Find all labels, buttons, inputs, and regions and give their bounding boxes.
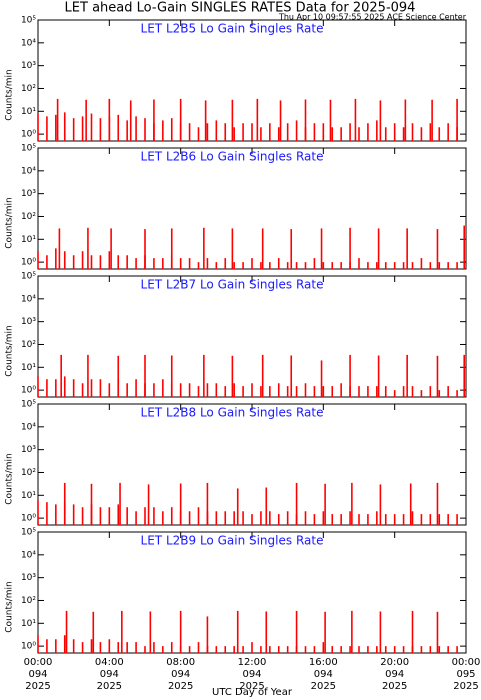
y-tick-label: 10⁰ [21,642,36,652]
y-tick-label: 10⁴ [21,294,36,304]
y-tick-label: 10¹ [21,619,36,629]
y-tick-label: 10³ [21,445,36,455]
x-tick-label: 08:00 [166,657,195,668]
panel-title: LET L2B8 Lo Gain Singles Rate [141,406,324,420]
y-tick-label: 10¹ [21,235,36,245]
x-tick-sublabel: 2025 [239,681,264,692]
y-tick-label: 10⁴ [21,422,36,432]
y-tick-label: 10³ [21,61,36,71]
plot-frame [37,275,467,398]
y-tick-label: 10⁰ [21,514,36,524]
y-tick-label: 10⁵ [21,144,36,154]
plot-frame [37,19,467,142]
y-tick-label: 10² [21,340,36,350]
y-tick-label: 10⁵ [21,400,36,410]
y-tick-label: 10¹ [21,107,36,117]
y-tick-label: 10¹ [21,363,36,373]
subtitle: Thu Apr 10 09:57:55 2025 ACE Science Cen… [278,13,467,22]
x-tick-sublabel: 2025 [168,681,193,692]
x-tick-sublabel: 094 [100,669,119,680]
y-axis-label: Counts/min [5,197,15,248]
y-tick-label: 10⁴ [21,38,36,48]
y-tick-label: 10² [21,84,36,94]
x-tick-label: 00:00 [24,657,53,668]
x-tick-sublabel: 094 [242,669,261,680]
x-tick-label: 20:00 [380,657,409,668]
chart-title: LET ahead Lo-Gain SINGLES RATES Data for… [65,1,416,16]
y-tick-label: 10³ [21,573,36,583]
plot-frame [37,531,467,654]
x-tick-sublabel: 095 [456,669,475,680]
panel-title: LET L2B5 Lo Gain Singles Rate [141,22,324,36]
x-tick-sublabel: 2025 [311,681,336,692]
y-tick-label: 10² [21,468,36,478]
x-tick-sublabel: 2025 [25,681,50,692]
y-axis-label: Counts/min [5,69,15,120]
plot-frame [37,403,467,526]
y-tick-label: 10³ [21,189,36,199]
x-tick-sublabel: 094 [385,669,404,680]
y-tick-label: 10² [21,212,36,222]
y-tick-label: 10² [21,596,36,606]
x-tick-sublabel: 2025 [382,681,407,692]
y-tick-label: 10⁰ [21,258,36,268]
y-axis-label: Counts/min [5,453,15,504]
x-tick-label: 12:00 [238,657,267,668]
y-tick-label: 10³ [21,317,36,327]
panel-title: LET L2B9 Lo Gain Singles Rate [141,534,324,548]
y-tick-label: 10⁰ [21,386,36,396]
y-axis-label: Counts/min [5,325,15,376]
panel-title: LET L2B7 Lo Gain Singles Rate [141,278,324,292]
plot-frame [37,147,467,270]
x-tick-sublabel: 2025 [453,681,478,692]
x-tick-sublabel: 2025 [97,681,122,692]
x-tick-sublabel: 094 [314,669,333,680]
y-tick-label: 10⁵ [21,16,36,26]
y-axis-label: Counts/min [5,581,15,632]
y-tick-label: 10⁴ [21,550,36,560]
x-tick-sublabel: 094 [171,669,190,680]
panel-title: LET L2B6 Lo Gain Singles Rate [141,150,324,164]
x-tick-label: 04:00 [95,657,124,668]
y-tick-label: 10⁴ [21,166,36,176]
x-tick-sublabel: 094 [28,669,47,680]
x-tick-label: 16:00 [309,657,338,668]
y-tick-label: 10⁵ [21,528,36,538]
y-tick-label: 10⁵ [21,272,36,282]
y-tick-label: 10⁰ [21,130,36,140]
x-tick-label: 00:00 [452,657,481,668]
y-tick-label: 10¹ [21,491,36,501]
x-axis-label: UTC Day of Year [212,687,293,698]
